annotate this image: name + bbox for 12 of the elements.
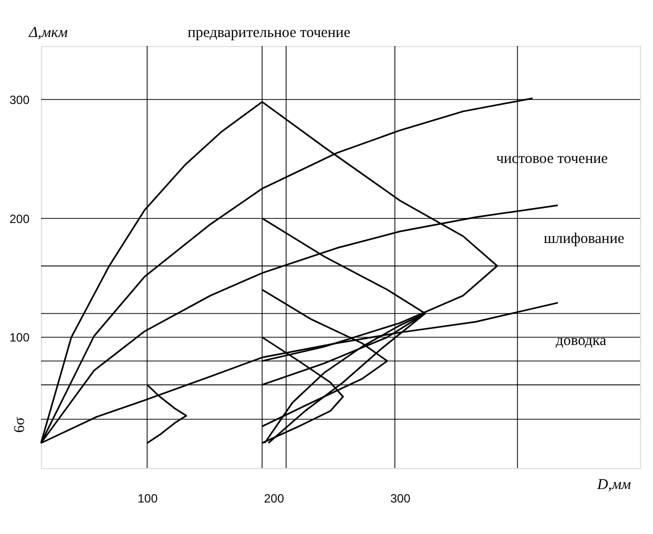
x-tick-label: 200: [264, 492, 284, 506]
y-axis-title: Δ,мкм: [28, 25, 68, 41]
y-tick-label: 200: [9, 212, 30, 226]
x-tick-label: 300: [390, 492, 411, 506]
x-axis-title: D,мм: [596, 477, 632, 493]
y-tick-label: 100: [9, 330, 30, 345]
text: 6σ: [12, 417, 28, 433]
y-tick-label: 300: [9, 92, 30, 107]
text: предварительное точение: [188, 25, 351, 41]
annotation: шлифование: [544, 231, 625, 247]
x-tick-label: 100: [138, 492, 158, 506]
annotation: доводка: [556, 333, 607, 349]
